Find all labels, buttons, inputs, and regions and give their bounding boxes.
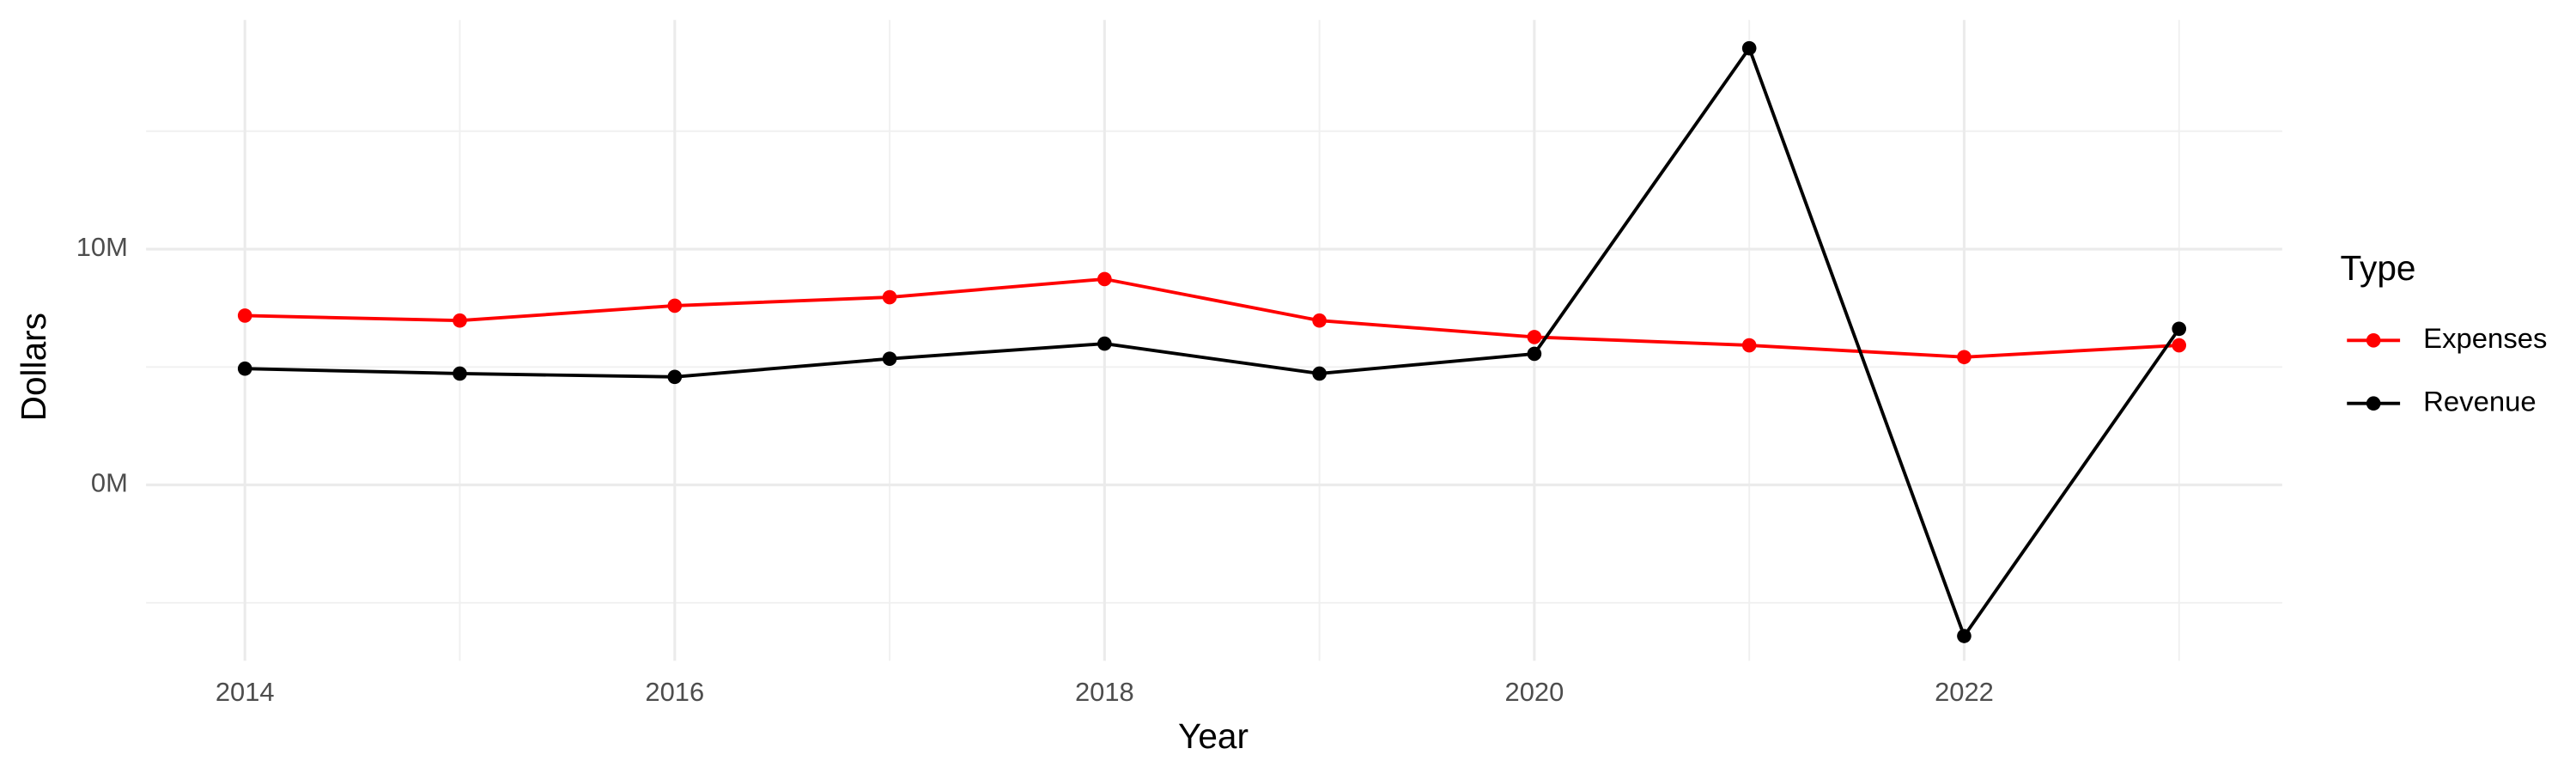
y-axis-title: Dollars bbox=[14, 313, 53, 421]
legend-marker bbox=[2366, 396, 2381, 411]
legend: Expenses Revenue bbox=[2347, 322, 2547, 417]
data-point bbox=[882, 289, 897, 305]
x-tick-label: 2014 bbox=[216, 677, 275, 707]
data-point bbox=[1957, 629, 1971, 643]
series-line bbox=[245, 45, 2181, 640]
data-point bbox=[1312, 366, 1327, 381]
data-point bbox=[237, 308, 252, 323]
data-point bbox=[2172, 338, 2187, 353]
y-tick-label: 10M bbox=[76, 232, 128, 262]
y-tick-label: 0M bbox=[91, 468, 128, 498]
x-tick-label: 2020 bbox=[1505, 677, 1564, 707]
data-point bbox=[1097, 271, 1112, 287]
data-point bbox=[667, 298, 683, 313]
data-point bbox=[1741, 40, 1757, 56]
x-tick-label: 2018 bbox=[1075, 677, 1134, 707]
legend-label: Expenses bbox=[2423, 322, 2547, 354]
data-point bbox=[882, 351, 897, 366]
data-point bbox=[1527, 330, 1542, 344]
data-point bbox=[1312, 313, 1327, 328]
data-point bbox=[1527, 346, 1542, 362]
x-tick-label: 2022 bbox=[1935, 677, 1994, 707]
data-point bbox=[453, 366, 467, 381]
data-point bbox=[453, 313, 467, 328]
data-point bbox=[1957, 350, 1971, 365]
x-axis-title: Year bbox=[1178, 716, 1249, 756]
data-point bbox=[1741, 338, 1757, 353]
plot bbox=[237, 40, 2187, 643]
x-tick-label: 2016 bbox=[645, 677, 704, 707]
grid: 2014 2016 2018 2020 2022 0M 10M bbox=[76, 20, 2282, 707]
data-point bbox=[2172, 321, 2187, 337]
legend-marker bbox=[2366, 332, 2381, 348]
legend-label: Revenue bbox=[2423, 385, 2537, 417]
data-point bbox=[667, 369, 683, 385]
data-point bbox=[237, 361, 252, 376]
legend-title: Type bbox=[2341, 248, 2416, 288]
series-line bbox=[245, 277, 2179, 359]
data-point bbox=[1097, 336, 1112, 351]
